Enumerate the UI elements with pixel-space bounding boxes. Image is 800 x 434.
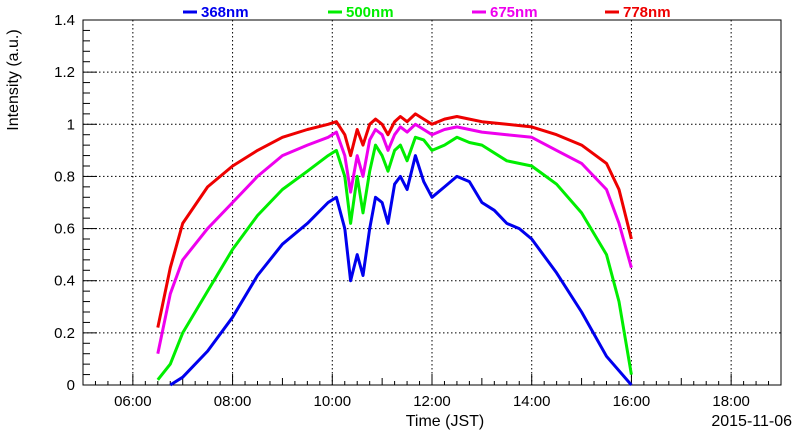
x-tick-label: 14:00 [513,393,551,410]
x-tick-label: 08:00 [214,393,252,410]
y-tick-label: 1.2 [54,64,75,81]
legend-label: 368nm [201,4,249,21]
y-axis-title: Intensity (a.u.) [5,29,22,130]
y-tick-label: 0.6 [54,221,75,238]
y-tick-label: 1.4 [54,12,75,29]
x-tick-label: 18:00 [712,393,750,410]
y-tick-label: 0.4 [54,273,75,290]
x-tick-label: 10:00 [314,393,352,410]
axis-ticks: 06:00 08:00 10:00 12:00 14:00 16:00 18:00 0 0.2 0… [54,12,750,410]
y-tick-label: 0 [67,377,75,394]
date-label: 2015-11-06 [711,413,792,430]
plot-border [82,19,782,386]
series-lines [156,112,633,387]
plot-frame [82,19,782,386]
legend-label: 778nm [623,4,671,21]
series-line-778nm [156,112,633,328]
x-tick-label: 16:00 [613,393,651,410]
legend-label: 675nm [490,4,538,21]
grid [83,19,781,385]
x-axis-title: Time (JST) [406,413,485,430]
legend: 368nm 500nm 675nm 778nm [183,4,671,21]
y-tick-label: 0.2 [54,325,75,342]
series-line-500nm [156,135,633,381]
x-tick-label: 06:00 [114,393,152,410]
series-line-675nm [156,122,633,355]
y-tick-label: 0.8 [54,168,75,185]
x-tick-label: 12:00 [413,393,451,410]
y-tick-label: 1 [67,116,75,133]
legend-label: 500nm [346,4,394,21]
series-line-368nm [169,154,633,387]
